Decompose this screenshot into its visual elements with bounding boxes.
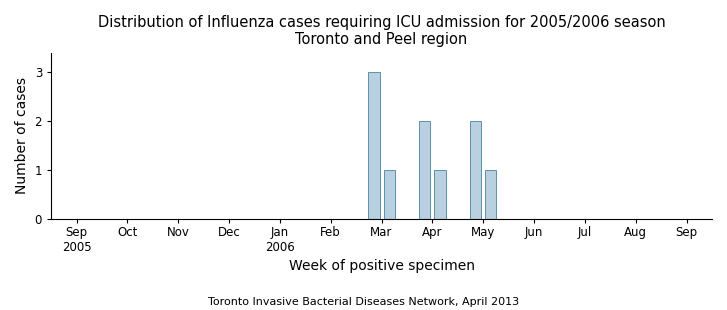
Bar <box>485 170 497 219</box>
Bar <box>369 72 379 219</box>
Bar <box>384 170 395 219</box>
X-axis label: Week of positive specimen: Week of positive specimen <box>289 259 475 273</box>
Y-axis label: Number of cases: Number of cases <box>15 77 29 194</box>
Bar <box>470 121 481 219</box>
Text: Toronto Invasive Bacterial Diseases Network, April 2013: Toronto Invasive Bacterial Diseases Netw… <box>208 297 519 307</box>
Bar <box>419 121 430 219</box>
Title: Distribution of Influenza cases requiring ICU admission for 2005/2006 season
Tor: Distribution of Influenza cases requirin… <box>97 15 665 47</box>
Bar <box>435 170 446 219</box>
